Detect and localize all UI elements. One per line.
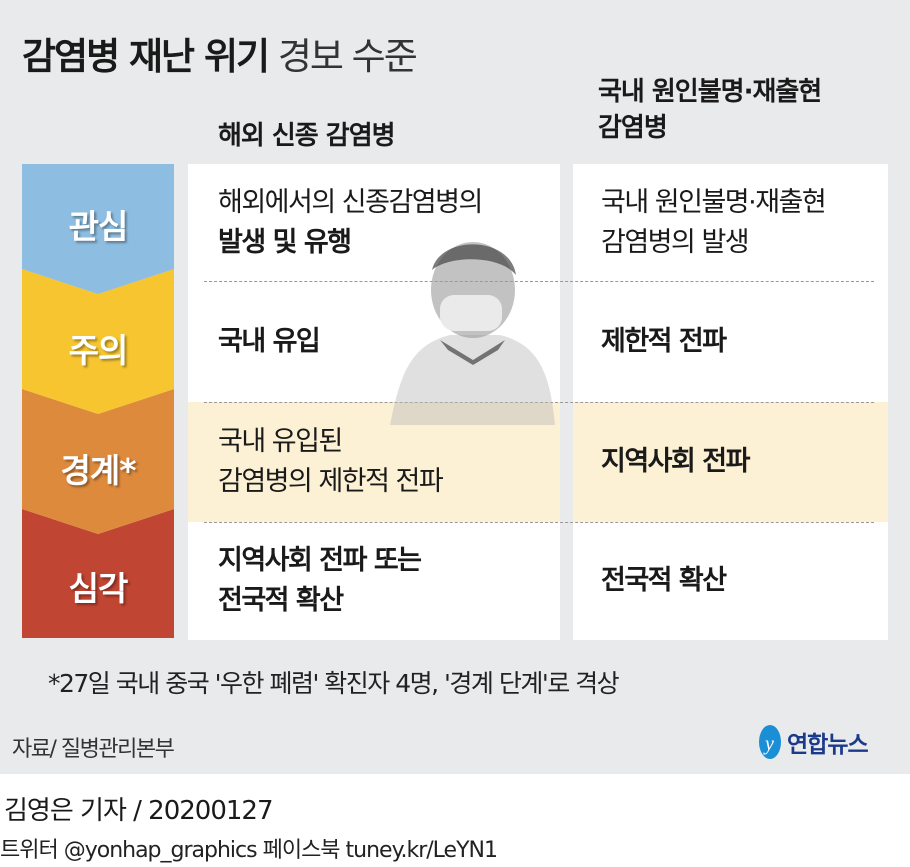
cell-overseas: 지역사회 전파 또는 전국적 확산	[218, 545, 422, 616]
level-chevron-yellow	[22, 269, 174, 414]
cell-domestic: 전국적 확산	[601, 565, 727, 596]
divider	[204, 281, 874, 282]
level-chevron-red	[22, 509, 174, 638]
level-label: 심각	[68, 569, 129, 608]
divider	[204, 402, 874, 403]
yonhap-logo-icon: y	[759, 725, 781, 759]
level-chevron-orange	[22, 389, 174, 534]
level-chevrons	[22, 164, 174, 638]
byline: 김영은 기자 / 20200127	[4, 796, 273, 826]
highlight-row	[573, 402, 888, 522]
cell-domestic: 국내 원인불명·재출현 감염병의 발생	[601, 186, 827, 258]
source-credit: 자료/ 질병관리본부	[12, 737, 175, 762]
divider	[204, 522, 874, 523]
page-title: 감염병 재난 위기 경보 수준	[22, 35, 418, 78]
highlight-row	[188, 402, 560, 522]
masked-person-illustration	[390, 242, 555, 425]
level-label: 주의	[68, 331, 129, 370]
level-label: 경계*	[60, 451, 137, 490]
level-label: 관심	[68, 207, 129, 246]
column-header-overseas: 해외 신종 감염병	[218, 121, 396, 151]
cell-domestic: 제한적 전파	[601, 326, 727, 357]
footnote: *27일 국내 중국 '우한 폐렴' 확진자 4명, '경계 단계'로 격상	[48, 669, 620, 698]
level-chevron-blue	[22, 164, 174, 294]
column-header-domestic: 국내 원인불명·재출현 감염병	[598, 77, 822, 143]
svg-text:y: y	[763, 733, 774, 755]
yonhap-logo: y 연합뉴스	[757, 723, 869, 761]
cell-overseas: 국내 유입된 감염병의 제한적 전파	[218, 426, 444, 497]
social-links: 트위터 @yonhap_graphics 페이스북 tuney.kr/LeYN1	[0, 838, 498, 863]
cell-overseas: 해외에서의 신종감염병의 발생 및 유행	[218, 186, 483, 258]
cell-overseas: 국내 유입	[218, 326, 321, 357]
cell-domestic: 지역사회 전파	[601, 446, 750, 477]
